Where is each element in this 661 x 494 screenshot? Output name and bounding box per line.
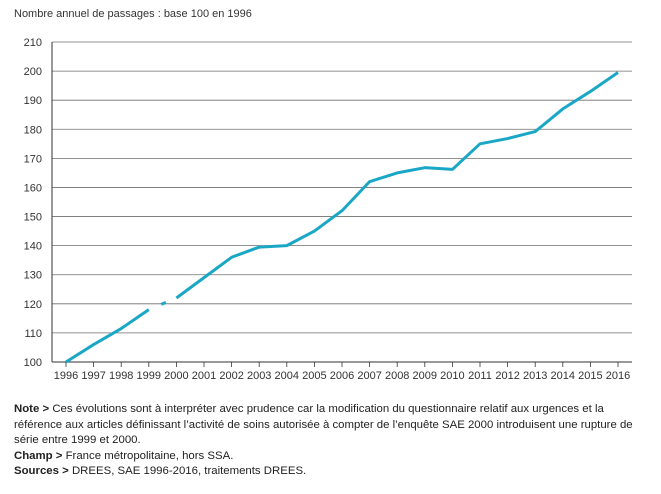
- y-tick-label-180: 180: [24, 124, 42, 136]
- note-paragraph: Note > Ces évolutions sont à interpréter…: [14, 402, 644, 449]
- series-0-segment-2: [175, 71, 619, 300]
- y-tick-label-140: 140: [24, 241, 42, 253]
- x-tick-marks: [65, 362, 619, 367]
- x-tick-label-2005: 2005: [302, 370, 326, 382]
- x-tick-label-1997: 1997: [81, 370, 105, 382]
- gridlines: [52, 41, 632, 334]
- y-tick-label-150: 150: [24, 212, 42, 224]
- x-tick-label-1996: 1996: [54, 370, 78, 382]
- x-tick-label-2000: 2000: [164, 370, 188, 382]
- x-tick-labels: 1996 1997 1998 1999 2000 2001 2002 2003 2004 2005…: [54, 370, 630, 382]
- champ-text: France métropolitaine, hors SSA.: [65, 449, 234, 462]
- x-tick-label-2014: 2014: [551, 370, 575, 382]
- y-tick-label-210: 210: [24, 37, 42, 49]
- sources-label: Sources >: [14, 465, 69, 477]
- x-tick-label-2002: 2002: [219, 370, 243, 382]
- series-line: [65, 71, 619, 364]
- x-tick-label-1998: 1998: [109, 370, 133, 382]
- series-0-break-dash: [160, 301, 167, 306]
- x-tick-label-2011: 2011: [468, 370, 492, 382]
- x-tick-label-1999: 1999: [137, 370, 161, 382]
- sources-text: DREES, SAE 1996-2016, traitements DREES.: [71, 465, 307, 477]
- y-tick-label-200: 200: [24, 66, 42, 78]
- note-text: Ces évolutions sont à interpréter avec p…: [14, 403, 633, 446]
- x-tick-label-2003: 2003: [247, 370, 271, 382]
- y-tick-label-130: 130: [24, 270, 42, 282]
- y-tick-label-110: 110: [24, 328, 42, 340]
- x-tick-label-2010: 2010: [440, 370, 464, 382]
- y-tick-label-170: 170: [24, 153, 42, 165]
- x-tick-label-2008: 2008: [385, 370, 409, 382]
- x-tick-label-2009: 2009: [413, 370, 437, 382]
- note-label: Note >: [14, 403, 50, 415]
- champ-paragraph: Champ > France métropolitaine, hors SSA.: [14, 449, 644, 465]
- y-tick-label-120: 120: [24, 299, 42, 311]
- x-tick-label-2015: 2015: [578, 370, 602, 382]
- x-tick-label-2013: 2013: [523, 370, 547, 382]
- y-axis-title: Nombre annuel de passages : base 100 en …: [14, 8, 252, 20]
- y-tick-label-190: 190: [24, 95, 42, 107]
- x-tick-label-2016: 2016: [606, 370, 630, 382]
- x-tick-label-2004: 2004: [275, 370, 299, 382]
- y-tick-label-160: 160: [24, 182, 42, 194]
- x-tick-label-2006: 2006: [330, 370, 354, 382]
- y-tick-labels: 100 110 120 130 140 150 160 170 180 190 200 210: [24, 37, 42, 369]
- series-0-segment-1: [65, 308, 150, 364]
- y-tick-label-100: 100: [24, 357, 42, 369]
- x-tick-label-2001: 2001: [192, 370, 216, 382]
- x-tick-label-2012: 2012: [495, 370, 519, 382]
- line-chart: Nombre annuel de passages : base 100 en …: [14, 8, 632, 382]
- x-tick-label-2007: 2007: [357, 370, 381, 382]
- champ-label: Champ >: [14, 449, 63, 462]
- sources-paragraph: Sources > DREES, SAE 1996-2016, traiteme…: [14, 464, 644, 480]
- chart-notes: Note > Ces évolutions sont à interpréter…: [14, 402, 644, 480]
